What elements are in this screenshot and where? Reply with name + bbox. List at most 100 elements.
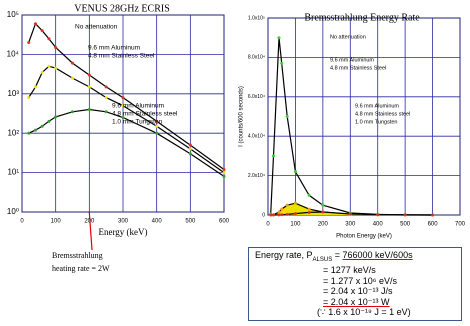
point <box>321 203 325 207</box>
x-tick-label: 0 <box>266 222 270 228</box>
point <box>271 154 275 158</box>
y-tick-label: 10² <box>7 128 19 137</box>
point <box>222 171 226 175</box>
point <box>47 119 51 123</box>
note: Bremsstrahlung <box>52 251 103 260</box>
point <box>277 213 281 217</box>
annotation: 1.0 mm Tungsten <box>112 119 163 126</box>
point <box>285 212 289 216</box>
point <box>54 115 58 119</box>
x-tick-label: 100 <box>51 219 62 225</box>
point <box>121 116 125 120</box>
y-tick-label: 10⁵ <box>7 10 19 19</box>
series-line <box>28 22 225 170</box>
point <box>269 213 273 217</box>
point <box>307 210 311 214</box>
chart-title: Bremsstrahlung Energy Rate <box>304 12 420 23</box>
point <box>307 193 311 197</box>
point <box>222 167 226 171</box>
point <box>54 45 58 49</box>
point <box>188 143 192 147</box>
y-tick-label: 6.0x10⁴ <box>248 94 265 100</box>
y-tick-label: 8.0x10⁴ <box>248 55 265 61</box>
point <box>188 152 192 156</box>
point <box>403 213 407 217</box>
point <box>277 210 281 214</box>
subscript: ALSUS <box>312 256 333 263</box>
point <box>40 70 44 74</box>
result: = 2.04 x 10⁻¹³ W <box>323 296 390 307</box>
point <box>87 107 91 111</box>
y-tick-label: 1.0x10⁵ <box>248 15 265 21</box>
point <box>285 203 289 207</box>
x-tick-label: 300 <box>118 219 129 225</box>
annotation: 4.8 mm Stainless Steel <box>88 53 155 60</box>
equation-line: = 2.04 x 10⁻¹³ J/s <box>323 286 393 297</box>
equation-line: Energy rate, PALSUS = 766000 keV/600s <box>255 250 455 265</box>
annotation: No attenuation <box>75 24 118 31</box>
y-tick-label: 10¹ <box>7 168 19 177</box>
label: Energy rate, P <box>255 250 313 260</box>
equals: = <box>334 250 340 260</box>
x-axis-label: Energy (keV) <box>98 227 147 237</box>
y-tick-label: 4.0x10⁴ <box>248 134 265 140</box>
x-tick-label: 0 <box>20 219 24 225</box>
plot-area <box>267 17 461 216</box>
x-tick-label: 200 <box>84 219 95 225</box>
x-tick-label: 200 <box>318 222 329 228</box>
equation-line: = 2.04 x 10⁻¹³ W <box>255 297 455 308</box>
annotation: 9.6 mm Aluminum <box>88 45 140 52</box>
point <box>271 213 275 217</box>
point <box>280 61 284 65</box>
x-tick-label: 400 <box>373 222 384 228</box>
annotation: 4.8 mm Stainless steel <box>112 111 178 118</box>
annotation: 4.8 mm Stainless Steel <box>330 65 386 71</box>
point <box>33 85 37 89</box>
y-axis-label: I (counts/600 seconds) <box>239 86 245 147</box>
point <box>47 37 51 41</box>
point <box>293 170 297 174</box>
point <box>27 131 31 135</box>
annotation: 9.6 mm Aluminum <box>330 57 374 63</box>
point <box>104 96 108 100</box>
series-line <box>28 65 225 174</box>
x-tick-label: 400 <box>152 219 163 225</box>
equation-box: Energy rate, PALSUS = 766000 keV/600s = … <box>248 247 462 321</box>
point <box>431 213 435 217</box>
point <box>54 66 58 70</box>
point <box>280 207 284 211</box>
point <box>71 76 74 80</box>
point <box>47 64 51 68</box>
value: 766000 keV/600s <box>342 250 413 260</box>
annotation: 9.6 mm Aluminum <box>112 103 164 110</box>
point <box>71 110 74 114</box>
point <box>376 213 380 217</box>
x-tick-label: 100 <box>290 222 301 228</box>
point <box>293 201 297 205</box>
point <box>27 96 31 100</box>
x-tick-label: 600 <box>428 222 439 228</box>
chart-title: VENUS 28GHz ECRIS <box>74 3 170 14</box>
y-tick-label: 2.0x10⁴ <box>248 173 265 179</box>
equation-line: = 1.277 x 10⁶ eV/s <box>323 275 398 286</box>
point <box>87 85 91 89</box>
y-tick-label: 0 <box>262 212 265 218</box>
y-tick-label: 10³ <box>7 89 19 98</box>
note: heating rate = 2W <box>52 264 110 273</box>
annotation: 1.0 mm Tungsten <box>355 119 398 125</box>
point <box>27 41 31 45</box>
point <box>87 73 91 77</box>
point <box>104 85 108 89</box>
point <box>285 115 289 118</box>
point <box>307 207 311 211</box>
point <box>321 210 325 214</box>
x-tick-label: 300 <box>345 222 356 228</box>
point <box>222 174 226 178</box>
point <box>40 29 44 33</box>
annotation: 9.6 mm Aluminum <box>355 103 399 109</box>
point <box>121 96 125 100</box>
x-tick-label: 700 <box>455 222 466 228</box>
point <box>33 22 37 26</box>
